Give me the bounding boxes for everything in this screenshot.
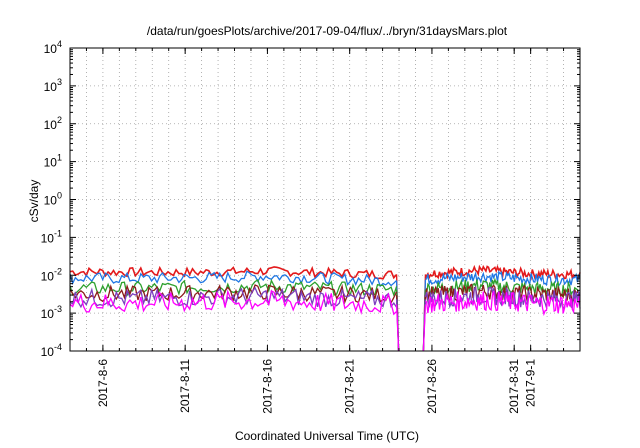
series-rise-6: [422, 304, 427, 352]
x-tick-label: 2017-9-1: [524, 359, 538, 407]
y-tick-label: 10-1: [41, 228, 62, 245]
series-line-4: [424, 283, 581, 305]
x-axis-label: Coordinated Universal Time (UTC): [235, 429, 419, 443]
x-ticks: 2017-8-6 2017-8-11 2017-8-16 2017-8-21 2017-…: [85, 48, 565, 414]
x-tick-label: 2017-8-11: [178, 359, 192, 413]
x-tick-label: 2017-8-6: [96, 359, 110, 407]
x-tick-label: 2017-8-21: [343, 359, 357, 414]
plot-frame: [69, 47, 581, 352]
series-line-1: [424, 264, 581, 281]
series-line-6: [425, 291, 581, 317]
series-line-5: [424, 285, 581, 310]
x-tick-label: 2017-8-31: [507, 359, 521, 414]
y-tick-label: 104: [44, 39, 62, 56]
x-tick-label: 2017-8-16: [260, 359, 274, 414]
y-tick-label: 10-2: [41, 266, 62, 283]
x-tick-label: 2017-8-26: [425, 359, 439, 414]
chart-title: /data/run/goesPlots/archive/2017-09-04/f…: [147, 24, 508, 38]
y-ticks: 10-4 10-3 10-2 10-1 100 101 102 103 104: [41, 39, 580, 359]
series-line-1: [69, 265, 398, 280]
y-tick-label: 10-4: [41, 342, 62, 359]
series-drop-6: [395, 304, 400, 352]
y-tick-label: 101: [44, 153, 62, 170]
series-line-5: [69, 286, 398, 309]
series-line-4: [69, 283, 398, 305]
series-line-3: [69, 278, 398, 298]
y-tick-label: 103: [44, 77, 62, 94]
series-line-2: [69, 270, 398, 288]
y-tick-label: 102: [44, 115, 62, 132]
series-line-6: [69, 289, 398, 316]
y-tick-label: 10-3: [41, 304, 62, 321]
y-axis-label: cSv/day: [27, 180, 41, 223]
y-tick-label: 100: [44, 191, 62, 208]
series-group: [69, 264, 581, 352]
